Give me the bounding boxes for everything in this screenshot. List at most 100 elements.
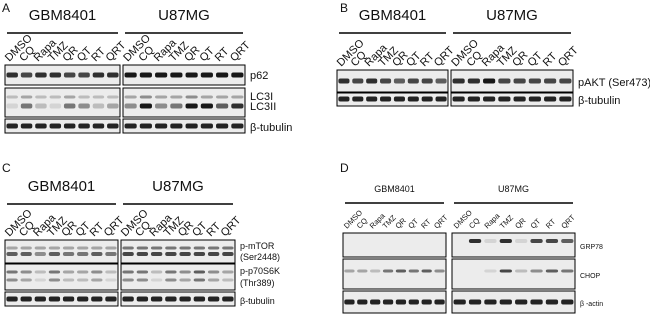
- band: [78, 103, 90, 109]
- band: [91, 278, 103, 282]
- band: [77, 296, 89, 302]
- panel-label: C: [2, 161, 11, 175]
- band-label: β-tubulin: [250, 122, 292, 134]
- band: [20, 95, 33, 99]
- band-label: β -actin: [580, 301, 603, 308]
- group-header: U87MG: [152, 178, 204, 195]
- band: [122, 252, 134, 256]
- band: [185, 72, 198, 78]
- panel-label: A: [2, 1, 10, 15]
- band: [530, 269, 543, 273]
- group-header: U87MG: [158, 7, 210, 24]
- band: [20, 278, 32, 282]
- band: [107, 72, 119, 78]
- band-label: LC3I: [250, 91, 273, 103]
- band: [20, 123, 33, 129]
- band: [77, 246, 89, 250]
- band: [231, 72, 244, 78]
- band: [6, 103, 18, 109]
- band: [528, 78, 541, 84]
- band: [105, 296, 117, 302]
- blot: [122, 87, 246, 118]
- blot: [4, 64, 121, 86]
- blot: [4, 87, 121, 118]
- lane-label: Rapa: [482, 211, 502, 231]
- band: [91, 296, 103, 302]
- band: [421, 78, 433, 84]
- band: [34, 270, 46, 274]
- band: [136, 246, 149, 250]
- band: [165, 270, 177, 274]
- band: [435, 96, 447, 102]
- band: [35, 72, 47, 78]
- band: [380, 96, 392, 102]
- band: [6, 246, 18, 250]
- band: [515, 269, 528, 273]
- lane-label: QT: [529, 216, 543, 230]
- band-label: p-mTOR: [240, 241, 275, 251]
- band: [155, 123, 168, 129]
- blot: [4, 291, 119, 307]
- band: [63, 72, 76, 78]
- lane-label: QRT: [556, 44, 581, 69]
- band: [407, 78, 419, 84]
- band: [62, 252, 75, 256]
- panel-label: D: [340, 161, 349, 175]
- band: [34, 278, 46, 282]
- band-label: p-p70S6K: [240, 266, 280, 276]
- band: [434, 299, 445, 305]
- band: [48, 296, 61, 302]
- band: [20, 296, 32, 302]
- band: [200, 72, 213, 78]
- band: [170, 72, 183, 78]
- band: [561, 269, 574, 273]
- band: [107, 123, 119, 129]
- band: [498, 78, 511, 84]
- band: [395, 269, 407, 273]
- band: [48, 270, 61, 274]
- group-header: GBM8401: [374, 184, 415, 194]
- band: [63, 123, 76, 129]
- band: [559, 78, 572, 84]
- band: [530, 239, 543, 243]
- band: [165, 278, 177, 282]
- blot: [120, 239, 236, 264]
- band: [77, 252, 89, 256]
- blot: [4, 239, 119, 264]
- band: [62, 296, 75, 302]
- band: [544, 96, 557, 102]
- band: [78, 95, 90, 99]
- band: [185, 123, 198, 129]
- band: [20, 246, 32, 250]
- band: [561, 299, 574, 305]
- lane-label: QRT: [219, 214, 244, 239]
- band: [193, 270, 206, 274]
- band: [467, 96, 480, 102]
- band: [200, 103, 213, 109]
- band: [193, 278, 206, 282]
- band: [34, 246, 46, 250]
- band: [515, 299, 528, 305]
- band: [139, 72, 152, 78]
- band: [483, 96, 496, 102]
- band: [91, 270, 103, 274]
- band: [484, 269, 497, 273]
- band: [231, 123, 244, 129]
- band: [122, 270, 134, 274]
- band: [408, 269, 419, 273]
- band: [434, 269, 445, 273]
- band: [34, 296, 46, 302]
- band: [452, 78, 465, 84]
- blot: [4, 118, 121, 134]
- band: [124, 72, 137, 78]
- band: [222, 252, 234, 256]
- band: [63, 95, 76, 99]
- blot: [450, 92, 574, 107]
- band: [559, 96, 572, 102]
- band: [124, 95, 137, 99]
- band: [544, 78, 557, 84]
- band: [421, 269, 432, 273]
- band: [499, 299, 512, 305]
- band: [105, 246, 117, 250]
